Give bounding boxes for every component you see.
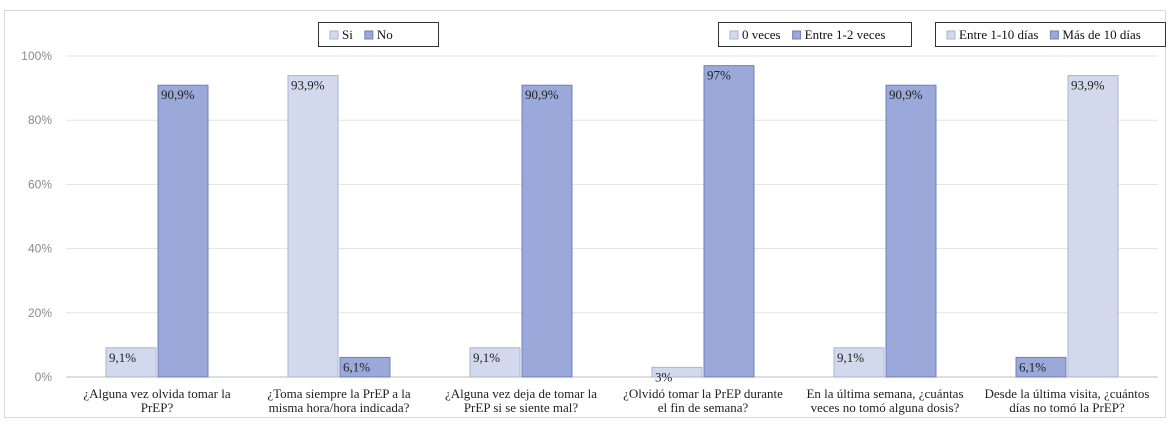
y-tick-label: 20%	[28, 306, 52, 320]
category-label: PrEP?	[141, 400, 174, 415]
bar-dark	[339, 356, 391, 378]
data-label: 97%	[707, 68, 731, 83]
legend-swatch	[946, 30, 956, 40]
category-label: En la última semana, ¿cuántas	[806, 386, 963, 401]
legend-entry: Si	[342, 27, 353, 42]
bar-dark	[1015, 356, 1067, 378]
category-label: días no tomó la PrEP?	[1009, 400, 1125, 415]
y-tick-label: 60%	[28, 177, 52, 191]
legend-entry: Entre 1-10 días	[959, 27, 1038, 42]
data-label: 93,9%	[1071, 78, 1105, 93]
data-label: 6,1%	[343, 359, 370, 374]
data-label: 93,9%	[291, 78, 325, 93]
data-label: 3%	[655, 369, 673, 384]
legend-entry: Más de 10 días	[1062, 27, 1140, 42]
data-label: 9,1%	[837, 350, 864, 365]
y-tick-label: 40%	[28, 242, 52, 256]
data-label: 90,9%	[161, 87, 195, 102]
bar-dark	[703, 65, 755, 378]
data-label: 9,1%	[109, 350, 136, 365]
category-label: Desde la última visita, ¿cuántos	[985, 386, 1150, 401]
category-label: el fin de semana?	[658, 400, 749, 415]
data-label: 9,1%	[473, 350, 500, 365]
bar-dark	[521, 84, 573, 378]
y-tick-label: 0%	[35, 370, 53, 384]
y-tick-label: 100%	[21, 49, 52, 63]
category-label: misma hora/hora indicada?	[269, 400, 410, 415]
data-label: 90,9%	[889, 87, 923, 102]
bar-light	[105, 347, 157, 378]
y-tick-label: 80%	[28, 113, 52, 127]
legend-swatch	[729, 30, 739, 40]
legend-entry: 0 veces	[742, 27, 781, 42]
bar-dark	[157, 84, 209, 378]
bar-light	[287, 75, 339, 378]
bar-light	[469, 347, 521, 378]
legend-swatch	[329, 30, 339, 40]
category-label: ¿Toma siempre la PrEP a la	[267, 386, 411, 401]
bar-dark	[885, 84, 937, 378]
category-label: ¿Alguna vez deja de tomar la	[445, 386, 597, 401]
chart-frame	[4, 10, 1166, 418]
category-label: ¿Alguna vez olvida tomar la	[83, 386, 231, 401]
legend-box	[718, 22, 912, 47]
category-label: veces no tomó alguna dosis?	[811, 400, 960, 415]
legend-entry: No	[377, 27, 393, 42]
bar-light	[833, 347, 885, 378]
legend-swatch	[364, 30, 374, 40]
legend-swatch	[1049, 30, 1059, 40]
legend-entry: Entre 1-2 veces	[805, 27, 886, 42]
category-label: PrEP si se siente mal?	[464, 400, 579, 415]
category-label: ¿Olvidó tomar la PrEP durante	[623, 386, 783, 401]
legend-swatch	[792, 30, 802, 40]
data-label: 6,1%	[1019, 359, 1046, 374]
data-label: 90,9%	[525, 87, 559, 102]
bar-light	[651, 366, 703, 378]
bar-light	[1067, 75, 1119, 378]
